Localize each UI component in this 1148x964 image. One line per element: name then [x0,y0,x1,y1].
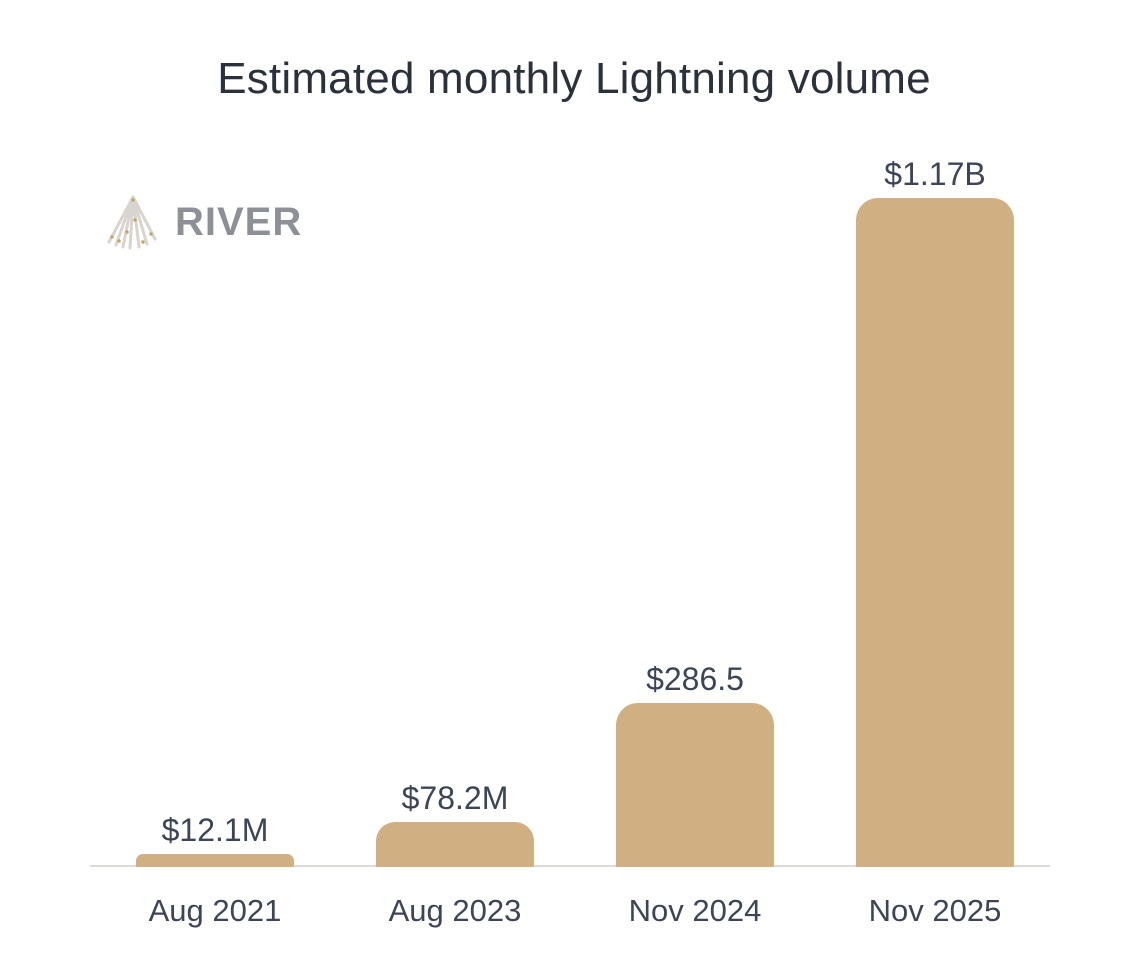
x-tick-label-nov-2024: Nov 2024 [628,893,762,928]
bar-value-label-nov-2025: $1.17B [884,156,986,192]
x-axis-line [90,865,1050,867]
x-tick-label-aug-2021: Aug 2021 [148,893,282,928]
river-logo: RIVER [106,192,302,252]
chart-title: Estimated monthly Lightning volume [217,54,931,103]
x-tick-label-nov-2025: Nov 2025 [868,893,1002,928]
river-logo-wordmark: RIVER [175,199,303,244]
bar-value-label-aug-2021: $12.1M [161,812,269,848]
bar-nov-2025 [856,198,1014,867]
bar-value-label-nov-2024: $286.5 [646,661,744,697]
bar-nov-2024 [616,703,774,867]
bar-value-label-aug-2023: $78.2M [401,780,509,816]
bar-aug-2021 [136,854,294,867]
river-logo-icon [107,195,157,250]
x-tick-label-aug-2023: Aug 2023 [388,893,522,928]
bar-aug-2023 [376,822,534,867]
